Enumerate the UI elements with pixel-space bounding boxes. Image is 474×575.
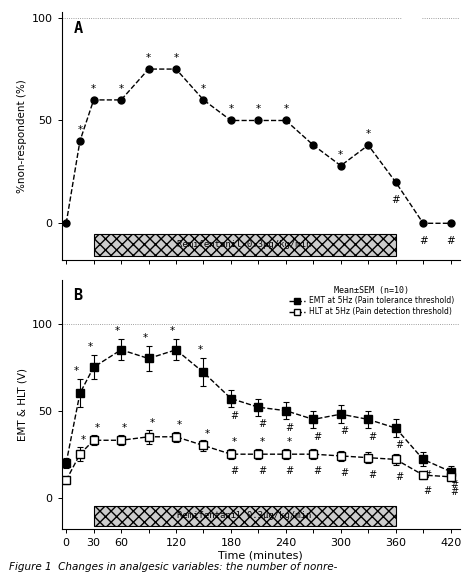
Text: *: *: [287, 437, 292, 447]
Text: #: #: [230, 466, 239, 476]
Text: #: #: [340, 426, 348, 436]
Text: #: #: [313, 466, 321, 476]
Text: *: *: [173, 53, 179, 63]
Text: B: B: [73, 288, 82, 302]
Text: Remifentanil 0.3μg/kg/min: Remifentanil 0.3μg/kg/min: [177, 240, 312, 250]
Text: *: *: [81, 435, 86, 446]
Text: #: #: [313, 432, 321, 442]
Text: #: #: [446, 236, 455, 246]
Text: *: *: [73, 366, 79, 376]
Text: *: *: [177, 420, 182, 430]
Text: *: *: [77, 125, 82, 135]
Bar: [94, 233, 396, 256]
Bar: [94, 507, 396, 526]
Text: #: #: [258, 419, 266, 430]
Text: *: *: [150, 418, 155, 428]
Text: *: *: [87, 342, 92, 351]
Text: *: *: [283, 104, 289, 114]
Text: #: #: [285, 466, 293, 476]
Text: #: #: [423, 470, 431, 480]
Text: #: #: [230, 411, 239, 421]
Text: *: *: [232, 437, 237, 447]
Text: *: *: [256, 104, 261, 114]
Text: #: #: [450, 487, 458, 497]
Text: Remifentanil 0.3μg/kg/min: Remifentanil 0.3μg/kg/min: [177, 511, 312, 520]
Text: *: *: [228, 104, 234, 114]
Y-axis label: %non-respondent (%): %non-respondent (%): [18, 79, 27, 193]
Text: *: *: [91, 84, 96, 94]
Text: #: #: [395, 440, 403, 450]
Text: #: #: [258, 466, 266, 476]
Text: *: *: [118, 84, 124, 94]
Text: *: *: [115, 326, 120, 336]
Text: #: #: [419, 236, 428, 246]
Text: *: *: [95, 423, 100, 434]
X-axis label: Time (minutes): Time (minutes): [219, 551, 303, 561]
Text: A: A: [73, 21, 82, 36]
Text: *: *: [338, 150, 343, 159]
Text: #: #: [392, 194, 400, 205]
Text: Figure 1  Changes in analgesic variables: the number of nonre-: Figure 1 Changes in analgesic variables:…: [9, 562, 338, 572]
Legend: EMT at 5Hz (Pain tolerance threshold), HLT at 5Hz (Pain detection threshold): EMT at 5Hz (Pain tolerance threshold), H…: [287, 284, 456, 318]
Y-axis label: EMT & HLT (V): EMT & HLT (V): [18, 368, 27, 441]
Text: #: #: [395, 472, 403, 482]
Text: #: #: [450, 480, 458, 490]
Text: *: *: [170, 326, 175, 336]
Text: #: #: [340, 468, 348, 478]
Text: *: *: [122, 423, 128, 434]
Text: *: *: [201, 84, 206, 94]
Text: #: #: [285, 423, 293, 433]
Text: *: *: [142, 333, 147, 343]
Text: *: *: [259, 437, 264, 447]
Text: *: *: [365, 129, 371, 139]
Text: #: #: [423, 485, 431, 496]
Text: #: #: [368, 432, 376, 442]
Text: *: *: [146, 53, 151, 63]
Text: *: *: [205, 428, 210, 439]
Text: #: #: [368, 470, 376, 480]
Text: *: *: [197, 345, 202, 355]
